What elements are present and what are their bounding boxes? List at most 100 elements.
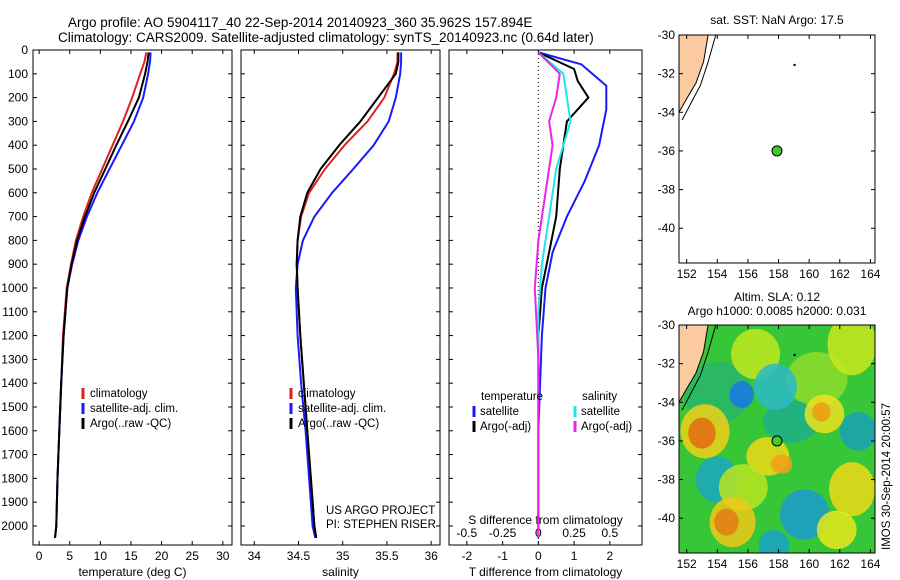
salinity-legend-label: satellite-adj. clim. [298,403,386,415]
argo-float-marker [771,435,783,447]
sst_map-xtick-label: 154 [707,267,727,281]
temperature-ytick-label: 800 [8,233,28,247]
sla-anomaly-patch [714,508,739,536]
temperature-xtick-label: 10 [94,549,108,563]
sla-anomaly-patch [829,462,875,517]
sla_map-frame [678,324,876,554]
sla-anomaly-patch [763,400,819,443]
sst_map-ytick-label: -32 [658,67,676,81]
temperature-ytick-label: 900 [8,257,28,271]
salinity-annotation-line2: PI: STEPHEN RISER [326,519,436,531]
temperature-ytick-label: 2000 [1,519,28,533]
sst_map-xtick-label: 164 [860,267,880,281]
salinity-xtick-label: 36 [424,549,438,563]
sst_map-xtick-label: 158 [769,267,789,281]
sla_map-ytick-label: -34 [658,395,676,409]
sst_map-frame [678,34,876,264]
temperature-ytick-label: 1800 [1,471,28,485]
salinity-xtick-label: 35.5 [375,549,399,563]
shelf-contour [681,34,717,121]
salinity-xlabel: salinity [322,565,359,579]
sla-anomaly-patch [780,489,830,540]
sla-anomaly-patch [758,529,790,553]
sla_map-group [678,324,876,554]
temperature-legend-label: satellite-adj. clim. [90,403,178,415]
temperature-ytick-label: 1300 [1,352,28,366]
sst_map-ytick-label: -40 [658,221,676,235]
temperature-ytick-label: 700 [8,210,28,224]
temperature-ytick-label: 100 [8,67,28,81]
sla-anomaly-patch [770,454,793,474]
difference-legend-temp-label: Argo(-adj) [480,421,531,433]
temperature-ytick-label: 200 [8,91,28,105]
difference-xtick-label: -2 [462,549,473,563]
temperature-ytick-label: 300 [8,114,28,128]
sst_map-xtick-label: 162 [830,267,850,281]
sla-anomaly-patch [827,325,875,376]
difference-legend-temp-label: satellite [480,406,519,418]
sla_map-ytick-label: -32 [658,357,676,371]
sst_map-ytick-label: -36 [658,144,676,158]
salinity-xtick-label: 34.5 [287,549,311,563]
sla_map-xtick-label: 152 [677,557,697,571]
difference-xtick-label: 0 [535,549,542,563]
sla_map-ytick-label: -38 [658,473,676,487]
salinity-xtick-label: 35 [336,549,350,563]
salinity-annotation-line1: US ARGO PROJECT [326,505,435,517]
salinity-series-satellite-adj-clim- [294,52,403,539]
title-line-1: Argo profile: AO 5904117_40 22-Sep-2014 … [68,15,533,30]
salinity-legend-label: Argo(..raw -QC) [298,418,379,430]
temperature-xtick-label: 25 [186,549,200,563]
difference-xlabel-top: S difference from climatology [468,513,623,527]
temperature-ytick-label: 500 [8,162,28,176]
sla_map-ytick-label: -36 [658,434,676,448]
temperature-legend-label: Argo(..raw -QC) [90,418,171,430]
sst_map-xtick-label: 152 [677,267,697,281]
temperature-xtick-label: 20 [155,549,169,563]
salinity-xtick-label: 34 [248,549,262,563]
sst-map-title: sat. SST: NaN Argo: 17.5 [710,13,844,27]
title-line-2: Climatology: CARS2009. Satellite-adjuste… [58,30,594,45]
difference-legend-sal-label: salinity [582,391,617,403]
sst_map-xtick-label: 160 [799,267,819,281]
difference-legend-sal-label: Argo(-adj) [581,421,632,433]
temperature-xtick-label: 15 [124,549,138,563]
sla-anomaly-patch [839,411,875,451]
difference-series-argo-adj- [533,51,561,538]
shelf-contour [681,324,717,411]
temperature-ytick-label: 1000 [1,281,28,295]
island-marker [793,353,796,357]
difference-xtick-label: -1 [497,549,508,563]
sst_map-xtick-label: 156 [738,267,758,281]
temperature-ytick-label: 1200 [1,329,28,343]
difference-salinity-tick-label: -0.25 [489,526,517,540]
difference-legend-sal-label: satellite [581,406,620,418]
difference-xtick-label: 1 [571,549,578,563]
sst_map-group [678,34,876,264]
temperature-ytick-label: 1100 [2,305,28,319]
sla-anomaly-patch [729,381,755,409]
salinity-series-argo-raw-qc- [295,52,400,539]
sla-anomaly-patch [786,352,848,407]
sla-field [679,325,875,553]
temperature-xlabel: temperature (deg C) [78,565,186,579]
temperature-ytick-label: 1400 [1,376,28,390]
salinity-legend-label: climatology [298,388,356,400]
temperature-xtick-label: 5 [66,549,73,563]
temperature-ytick-label: 1500 [1,400,28,414]
temperature-ytick-label: 1600 [1,424,28,438]
temperature-xtick-label: 30 [216,549,230,563]
temperature-legend-label: climatology [90,388,148,400]
sla_map-xtick-label: 158 [769,557,789,571]
sst_map-ytick-label: -30 [658,28,676,42]
temperature-ytick-label: 400 [8,138,28,152]
sla_map-xtick-label: 164 [860,557,880,571]
sla-anomaly-patch [754,363,797,411]
sla_map-xtick-label: 162 [830,557,850,571]
salinity-frame [240,49,441,546]
sla-anomaly-patch [816,510,857,550]
sla_map-ytick-label: -30 [658,318,676,332]
sla-map-title-line2: Argo h1000: 0.0085 h2000: 0.031 [688,304,867,318]
sla-anomaly-patch [812,402,831,422]
